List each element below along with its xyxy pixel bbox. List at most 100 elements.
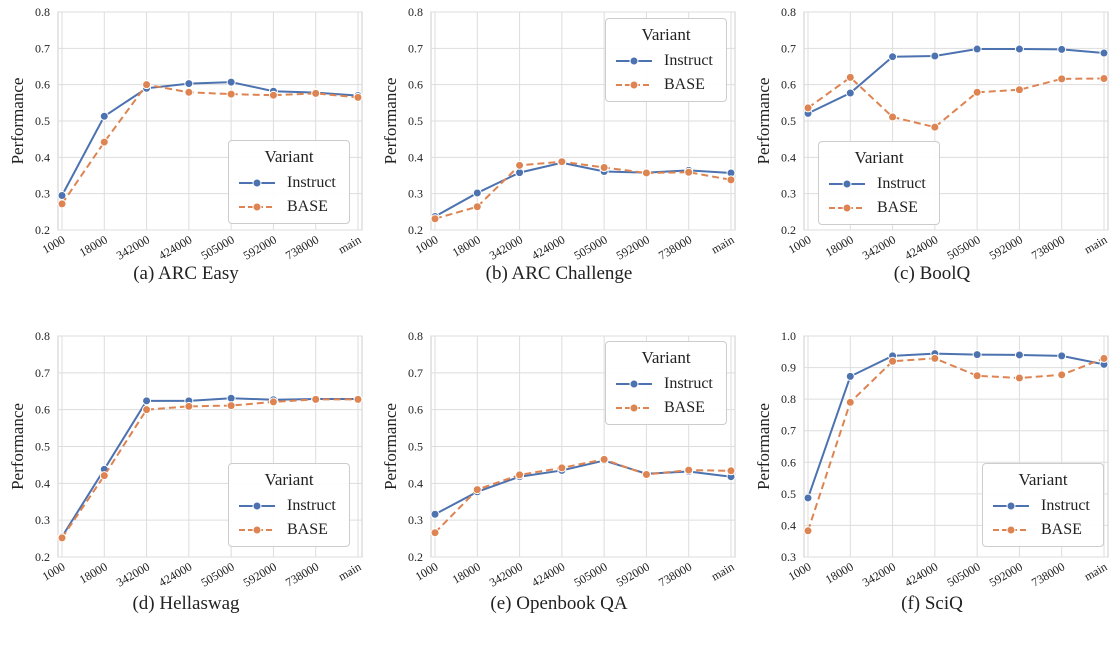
x-tick-label: 592000 — [241, 559, 279, 589]
data-point-instruct — [184, 79, 194, 89]
data-point-instruct — [930, 51, 940, 61]
panel-openbook-qa: 0.2 0.3 0.4 0.5 0.6 0.7 0.8 1000 18000 342000 4240… — [373, 323, 745, 646]
x-tick-label: 342000 — [860, 232, 898, 262]
y-axis-label: Performance — [754, 78, 773, 165]
legend-title: Variant — [641, 348, 691, 367]
legend-label-instruct: Instruct — [877, 175, 926, 192]
data-point-instruct — [1014, 44, 1024, 54]
data-point-base — [930, 353, 940, 363]
data-point-base — [226, 89, 236, 99]
data-point-base — [430, 214, 440, 224]
y-tick-label: 0.7 — [408, 366, 423, 380]
caption: (c) BoolQ — [893, 263, 971, 284]
legend-label-base: BASE — [664, 76, 705, 93]
legend-label-instruct: Instruct — [1041, 497, 1090, 514]
data-point-base — [142, 80, 152, 90]
legend-label-base: BASE — [877, 199, 918, 216]
y-tick-label: 0.8 — [781, 392, 796, 406]
panel-arc-challenge: 0.2 0.3 0.4 0.5 0.6 0.7 0.8 1000 18000 342000 4240… — [373, 0, 745, 323]
y-tick-label: 0.2 — [35, 550, 50, 564]
y-tick-label: 0.4 — [408, 150, 423, 164]
x-tick-label: 505000 — [571, 232, 609, 262]
data-point-base — [726, 175, 736, 185]
x-tick-label: 592000 — [987, 232, 1025, 262]
y-axis-label: Performance — [754, 403, 773, 490]
x-tick-label: 424000 — [902, 232, 940, 262]
data-point-base — [142, 405, 152, 415]
series-line-instruct — [61, 81, 359, 196]
series-line-base — [807, 76, 1105, 129]
x-tick-label: 738000 — [1029, 559, 1067, 589]
data-point-instruct — [226, 393, 236, 403]
caption: (d) Hellaswag — [132, 593, 240, 614]
data-point-instruct — [430, 509, 440, 519]
y-tick-label: 0.8 — [408, 329, 423, 343]
legend-title: Variant — [641, 25, 691, 44]
data-point-instruct — [1057, 44, 1067, 54]
data-point-base — [1099, 353, 1109, 363]
series-line-base — [434, 160, 732, 220]
data-point-instruct — [845, 88, 855, 98]
data-point-base — [353, 92, 363, 102]
x-tick-label: 738000 — [283, 559, 321, 589]
y-tick-label: 0.5 — [35, 440, 50, 454]
y-tick-label: 0.7 — [35, 41, 50, 55]
legend-label-instruct: Instruct — [287, 497, 336, 514]
caption: (b) ARC Challenge — [485, 263, 633, 284]
x-tick-label: main — [709, 232, 737, 256]
x-tick-label: 592000 — [614, 232, 652, 262]
x-tick-label: 342000 — [860, 559, 898, 589]
legend: Variant Instruct BASE — [228, 463, 350, 547]
y-tick-label: 0.7 — [781, 424, 796, 438]
data-point-base — [184, 87, 194, 97]
y-tick-label: 0.6 — [781, 78, 796, 92]
caption: (f) SciQ — [901, 593, 963, 614]
data-point-base — [472, 485, 482, 495]
x-tick-label: 505000 — [571, 559, 609, 589]
y-tick-label: 0.5 — [35, 114, 50, 128]
x-tick-label: 592000 — [987, 559, 1025, 589]
x-tick-label: 18000 — [450, 232, 483, 259]
x-tick-label: 424000 — [529, 232, 567, 262]
data-point-base — [845, 397, 855, 407]
data-point-base — [268, 397, 278, 407]
y-tick-label: 0.6 — [408, 403, 423, 417]
data-point-instruct — [888, 52, 898, 62]
y-tick-label: 0.4 — [35, 476, 50, 490]
data-point-base — [311, 394, 321, 404]
data-point-base — [430, 528, 440, 538]
y-tick-label: 0.8 — [35, 5, 50, 19]
data-point-instruct — [1057, 351, 1067, 361]
panel-arc-easy: 0.2 0.3 0.4 0.5 0.6 0.7 0.8 1000 18000 342000 4240… — [0, 0, 372, 323]
x-tick-label: 18000 — [77, 559, 110, 586]
legend: Variant Instruct BASE — [982, 463, 1104, 547]
y-tick-label: 0.5 — [408, 440, 423, 454]
x-tick-label: main — [709, 559, 737, 583]
y-tick-label: 0.3 — [35, 187, 50, 201]
data-point-base — [57, 533, 67, 543]
y-tick-label: 0.7 — [35, 366, 50, 380]
y-tick-label: 0.4 — [408, 476, 423, 490]
data-point-instruct — [972, 44, 982, 54]
y-tick-label: 0.3 — [781, 187, 796, 201]
x-tick-label: 505000 — [198, 559, 236, 589]
y-tick-label: 0.5 — [781, 487, 796, 501]
legend-title: Variant — [1018, 470, 1068, 489]
x-tick-label: 738000 — [283, 232, 321, 262]
legend-label-instruct: Instruct — [664, 52, 713, 69]
x-tick-label: 738000 — [656, 559, 694, 589]
data-point-base — [684, 465, 694, 475]
data-point-base — [268, 90, 278, 100]
caption: (e) Openbook QA — [490, 593, 628, 614]
x-tick-label: 424000 — [156, 559, 194, 589]
series-line-base — [434, 458, 732, 534]
data-point-base — [1014, 373, 1024, 383]
y-tick-label: 0.2 — [408, 550, 423, 564]
y-tick-label: 0.3 — [408, 187, 423, 201]
y-axis-label: Performance — [8, 78, 27, 165]
y-tick-label: 0.9 — [781, 361, 796, 375]
data-point-instruct — [1099, 48, 1109, 58]
